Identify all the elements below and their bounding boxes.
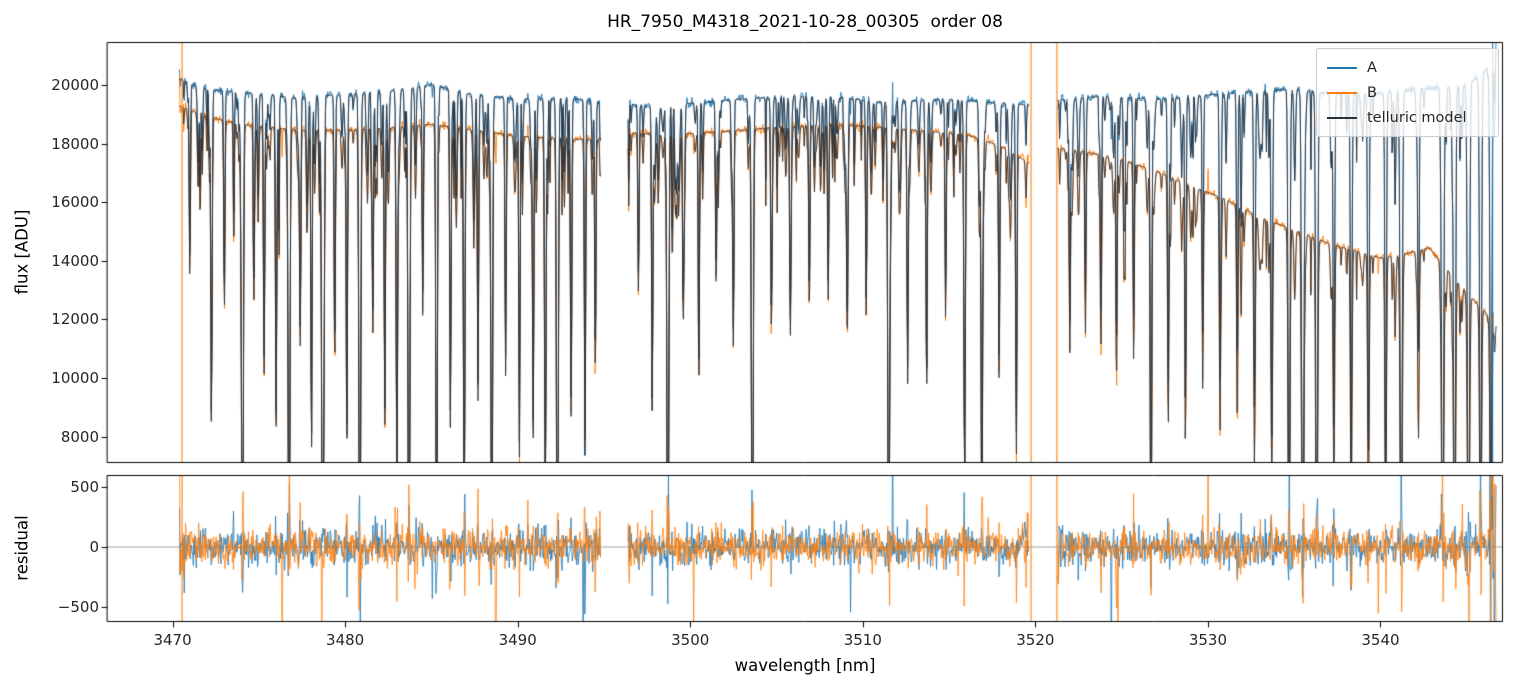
flux-y-tick-label: 20000 — [51, 76, 99, 95]
legend-entry-b: B — [1327, 80, 1488, 105]
flux-y-axis-label: flux [ADU] — [12, 209, 32, 295]
x-tick-label: 3470 — [153, 631, 192, 649]
residual-y-axis-label: residual — [12, 515, 32, 581]
x-tick-label: 3520 — [1016, 631, 1055, 649]
legend-line-a-icon — [1327, 66, 1357, 69]
x-tick-label: 3490 — [498, 631, 537, 649]
x-tick-label: 3510 — [843, 631, 882, 649]
flux-y-tick-label: 16000 — [51, 193, 99, 212]
x-axis-label: wavelength [nm] — [734, 656, 876, 675]
x-tick-label: 3500 — [671, 631, 710, 649]
flux-y-tick-label: 8000 — [60, 427, 99, 446]
legend-label-telluric: telluric model — [1367, 109, 1467, 126]
legend-entry-a: A — [1327, 55, 1488, 80]
legend-line-b-icon — [1327, 91, 1357, 94]
legend-label-b: B — [1367, 84, 1377, 101]
legend: A B telluric model — [1316, 48, 1499, 137]
flux-y-tick-label: 14000 — [51, 251, 99, 270]
x-tick-label: 3480 — [326, 631, 365, 649]
legend-line-telluric-icon — [1327, 116, 1357, 119]
legend-label-a: A — [1367, 59, 1377, 76]
residual-y-tick-label: 500 — [70, 478, 99, 496]
x-tick-label: 3530 — [1188, 631, 1228, 649]
flux-y-tick-label: 10000 — [51, 369, 99, 388]
residual-y-tick-label: 0 — [89, 538, 99, 556]
flux-y-tick-label: 18000 — [51, 134, 99, 153]
residual-y-tick-label: −500 — [57, 598, 99, 616]
plot-title: HR_7950_M4318_2021-10-28_00305 order 08 — [607, 12, 1003, 32]
x-tick-label: 3540 — [1361, 631, 1400, 649]
legend-entry-telluric-model: telluric model — [1327, 105, 1488, 130]
flux-y-tick-label: 12000 — [51, 310, 99, 329]
